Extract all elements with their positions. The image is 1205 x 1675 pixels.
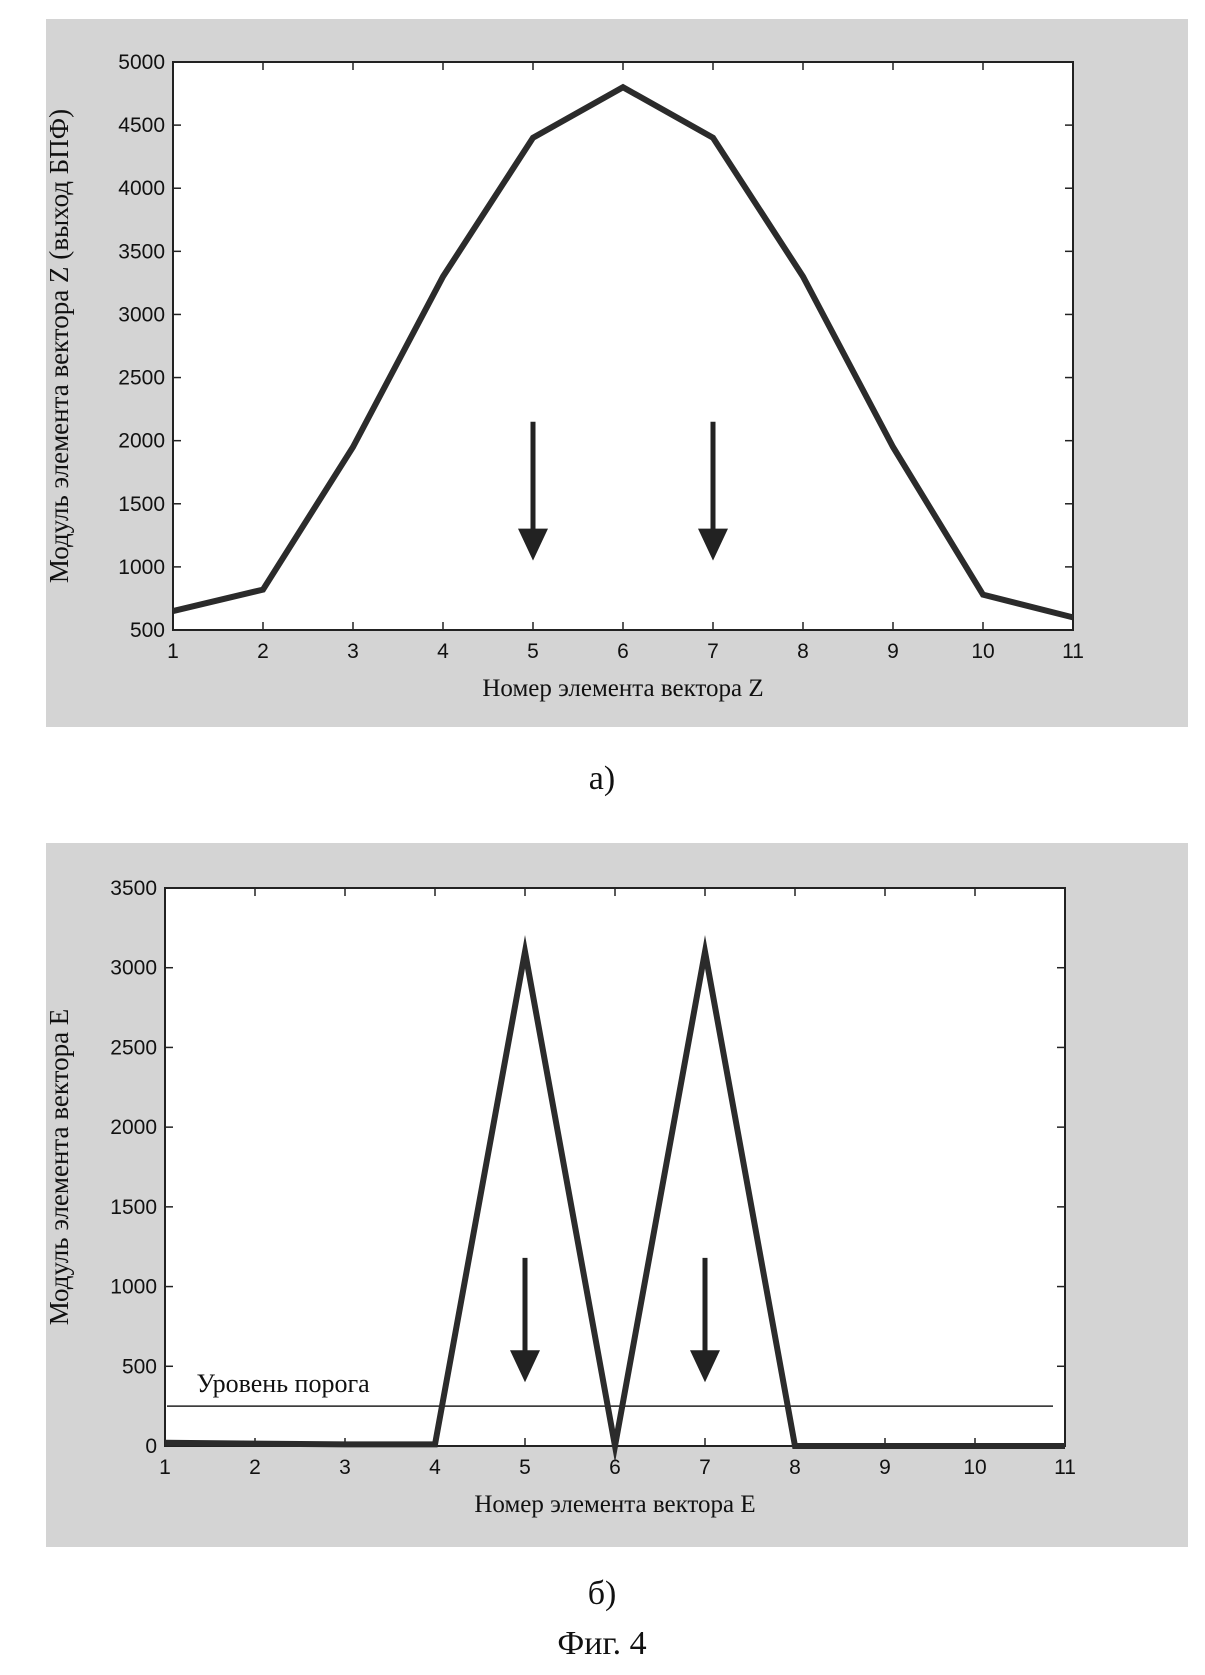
x-tick-label: 1 — [159, 1456, 171, 1479]
x-tick-label: 7 — [699, 1456, 711, 1479]
x-tick-label: 7 — [707, 640, 719, 663]
y-tick-label: 3500 — [110, 877, 157, 900]
y-tick-label: 1500 — [110, 1196, 157, 1219]
x-tick-label: 3 — [339, 1456, 351, 1479]
y-tick-label: 1000 — [110, 1276, 157, 1299]
plot-area — [173, 62, 1073, 630]
x-axis-label: Номер элемента вектора Z — [482, 675, 763, 702]
chart-a-svg: 500 1000 1500 2000 2500 3000 3500 4000 4500 5000 1… — [46, 19, 1188, 727]
chart-panel-b: 0500100015002000250030003500123456789101… — [46, 843, 1188, 1547]
x-tick-label: 1 — [167, 640, 179, 663]
x-tick-label: 11 — [1062, 640, 1084, 663]
x-axis-label: Номер элемента вектора Е — [474, 1491, 755, 1518]
chart-b-svg: 0500100015002000250030003500123456789101… — [46, 843, 1188, 1547]
y-tick-label: 2000 — [110, 1116, 157, 1139]
x-tick-label: 10 — [963, 1456, 986, 1479]
panel-b-label: б) — [502, 1575, 702, 1613]
y-tick-label: 5000 — [118, 51, 165, 74]
x-tick-label: 5 — [527, 640, 539, 663]
x-tick-label: 2 — [249, 1456, 261, 1479]
threshold-label: Уровень порога — [197, 1369, 371, 1398]
y-tick-label: 3500 — [118, 240, 165, 263]
x-tick-label: 9 — [887, 640, 899, 663]
chart-panel-a: 500 1000 1500 2000 2500 3000 3500 4000 4500 5000 1… — [46, 19, 1188, 727]
x-tick-label: 4 — [429, 1456, 441, 1479]
y-tick-label: 1500 — [118, 493, 165, 516]
y-tick-label: 500 — [122, 1355, 157, 1378]
y-tick-label: 4500 — [118, 114, 165, 137]
x-tick-label: 8 — [797, 640, 809, 663]
x-tick-label: 5 — [519, 1456, 531, 1479]
y-tick-label: 1000 — [118, 556, 165, 579]
y-tick-label: 4000 — [118, 177, 165, 200]
panel-a-label: а) — [502, 760, 702, 798]
y-tick-label: 500 — [130, 619, 165, 642]
y-tick-label: 2500 — [110, 1036, 157, 1059]
plot-area — [165, 888, 1065, 1446]
x-tick-label: 6 — [617, 640, 629, 663]
y-tick-label: 0 — [145, 1435, 157, 1458]
figure-title: Фиг. 4 — [452, 1625, 752, 1663]
x-tick-label: 2 — [257, 640, 269, 663]
x-tick-label: 9 — [879, 1456, 891, 1479]
x-tick-label: 3 — [347, 640, 359, 663]
x-tick-label: 4 — [437, 640, 449, 663]
y-axis-label: Модуль элемента вектора Z (выход БПФ) — [44, 109, 74, 583]
y-tick-label: 2000 — [118, 430, 165, 453]
x-tick-label: 10 — [971, 640, 994, 663]
y-axis-label: Модуль элемента вектора Е — [44, 1009, 74, 1326]
y-tick-label: 3000 — [118, 303, 165, 326]
x-tick-label: 8 — [789, 1456, 801, 1479]
y-tick-label: 3000 — [110, 957, 157, 980]
x-tick-label: 11 — [1054, 1456, 1076, 1479]
y-tick-label: 2500 — [118, 367, 165, 390]
